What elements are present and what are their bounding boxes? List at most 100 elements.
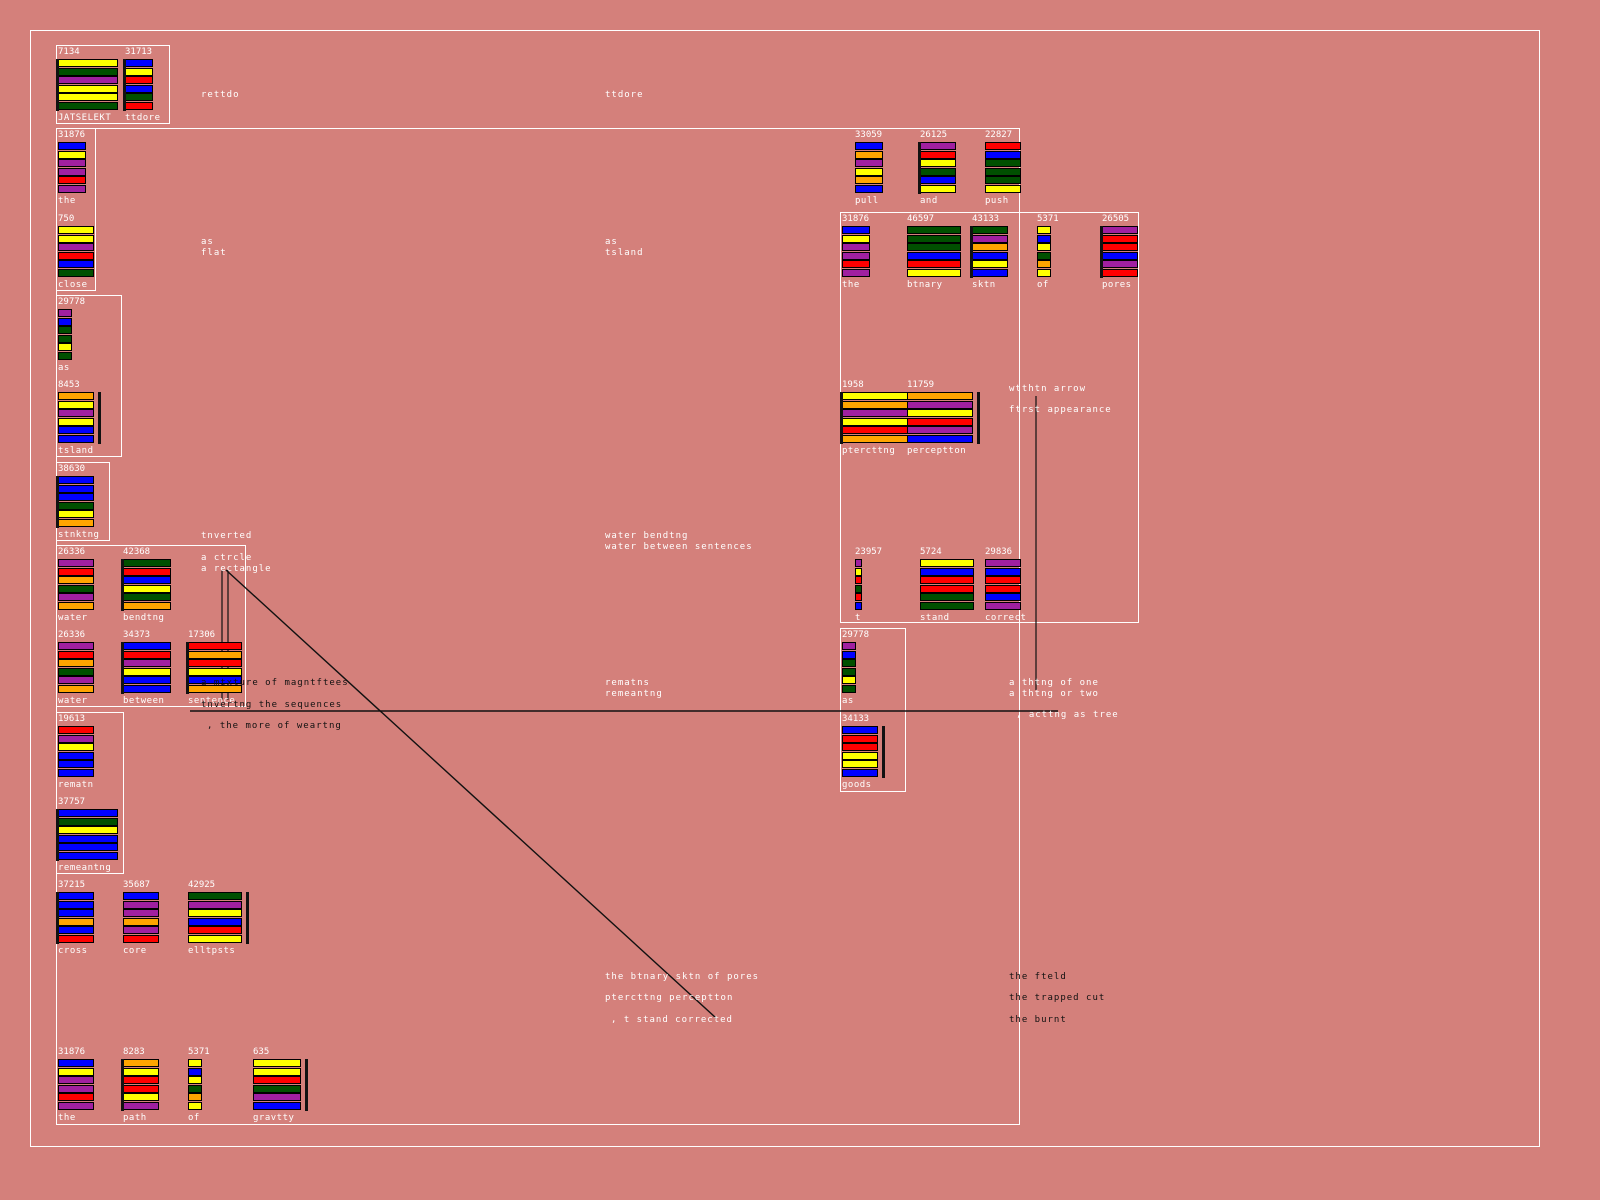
rule-mark — [305, 1059, 308, 1111]
rule-mark — [246, 892, 249, 944]
word-label: bendtng — [123, 612, 165, 623]
rule-mark — [918, 142, 921, 194]
color-bar — [855, 167, 883, 176]
color-bar — [123, 909, 159, 918]
word-label: sentence — [188, 695, 236, 706]
color-bar — [855, 602, 862, 610]
color-bar — [58, 834, 118, 843]
color-bar — [123, 917, 159, 926]
color-bar — [123, 1067, 159, 1076]
color-bar — [907, 400, 973, 409]
color-bar — [58, 400, 94, 409]
color-bar — [58, 84, 118, 93]
word-label: rematn — [58, 779, 94, 790]
color-bar — [58, 926, 94, 935]
color-bar — [920, 142, 956, 150]
color-bar — [58, 251, 94, 260]
word-label: push — [985, 195, 1009, 206]
color-bar — [842, 417, 908, 426]
word-number: 43133 — [972, 214, 1000, 224]
color-bar — [920, 150, 956, 159]
word-number: 11759 — [907, 380, 935, 390]
word-label: correct — [985, 612, 1027, 623]
color-bar — [188, 1067, 202, 1076]
color-bar — [920, 602, 974, 610]
color-bar — [58, 269, 94, 277]
color-bar — [123, 650, 171, 659]
word-label: ttdore — [125, 112, 161, 123]
word-label: perceptton — [907, 445, 967, 456]
color-bar — [123, 1102, 159, 1110]
word-number: 26125 — [920, 130, 948, 140]
color-bar — [842, 685, 856, 693]
annotation-text: rematns remeantng — [605, 678, 663, 699]
color-bar — [58, 334, 72, 343]
color-bar — [58, 1093, 94, 1102]
word-number: 8283 — [123, 1047, 145, 1057]
color-bar — [920, 167, 956, 176]
word-label: JATSELEKT — [58, 112, 112, 123]
color-bar — [58, 584, 94, 593]
color-bar — [58, 167, 86, 176]
word-label: of — [1037, 279, 1049, 290]
word-number: 1958 — [842, 380, 864, 390]
word-number: 22827 — [985, 130, 1013, 140]
color-bar — [123, 935, 159, 943]
color-bar — [58, 476, 94, 484]
color-bar — [123, 593, 171, 602]
color-bar — [58, 559, 94, 567]
color-bar — [920, 559, 974, 567]
color-bar — [842, 234, 870, 243]
color-bar — [188, 926, 242, 935]
color-bar — [58, 493, 94, 502]
color-bar — [842, 743, 878, 752]
color-bar — [920, 584, 974, 593]
rule-mark — [977, 392, 980, 444]
rule-mark — [56, 809, 59, 861]
color-bar — [1102, 243, 1138, 252]
color-bar — [58, 817, 118, 826]
word-label: water — [58, 695, 88, 706]
color-bar — [1037, 234, 1051, 243]
color-bar — [842, 659, 856, 668]
color-bar — [985, 576, 1021, 585]
rule-mark — [121, 559, 124, 611]
color-bar — [58, 243, 94, 252]
color-bar — [842, 435, 908, 443]
color-bar — [907, 251, 961, 260]
word-number: 5371 — [188, 1047, 210, 1057]
color-bar — [188, 1102, 202, 1110]
color-bar — [842, 650, 856, 659]
word-number: 750 — [58, 214, 75, 224]
annotation-text: a mtxture of magntftees — [201, 678, 349, 688]
color-bar — [58, 317, 72, 326]
color-bar — [985, 567, 1021, 576]
word-label: and — [920, 195, 938, 206]
word-number: 31876 — [58, 130, 86, 140]
color-bar — [58, 150, 86, 159]
color-bar — [1037, 243, 1051, 252]
color-bar — [855, 150, 883, 159]
color-bar — [188, 1076, 202, 1085]
color-bar — [907, 426, 973, 435]
color-bar — [123, 900, 159, 909]
word-label: ptercttng — [842, 445, 896, 456]
color-bar — [58, 843, 118, 852]
color-bar — [58, 76, 118, 85]
color-bar — [907, 435, 973, 443]
rule-mark — [882, 726, 885, 778]
annotation-text: rettdo — [201, 90, 240, 100]
color-bar — [58, 435, 94, 443]
color-bar — [58, 1076, 94, 1085]
word-label: the — [58, 1112, 76, 1123]
color-bar — [58, 226, 94, 234]
color-bar — [58, 900, 94, 909]
color-bar — [972, 243, 1008, 252]
color-bar — [985, 159, 1021, 168]
color-bar — [58, 650, 94, 659]
annotation-text: , the more of weartng — [207, 721, 342, 731]
word-number: 38630 — [58, 464, 86, 474]
word-number: 26505 — [1102, 214, 1130, 224]
color-bar — [58, 185, 86, 193]
word-number: 635 — [253, 1047, 270, 1057]
